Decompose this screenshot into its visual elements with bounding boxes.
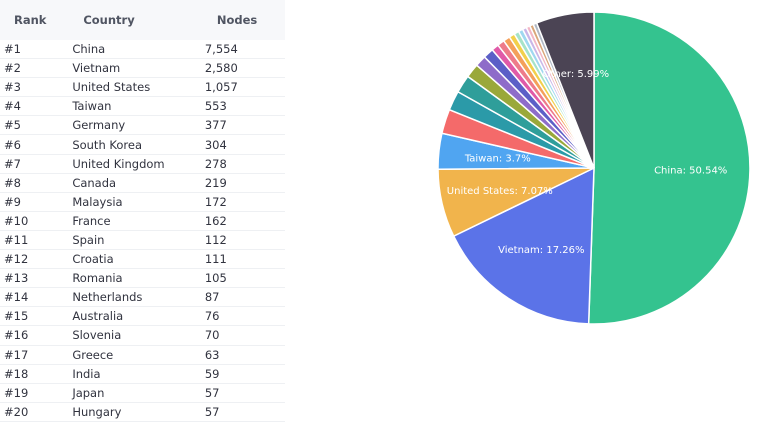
- table-row: #17 Greece 63: [0, 345, 285, 365]
- cell-rank: #17: [0, 345, 73, 365]
- cell-rank: #11: [0, 230, 73, 251]
- cell-nodes: 219: [204, 173, 285, 193]
- cell-nodes: 2,580: [204, 58, 285, 79]
- table-row: #3 United States 1,057: [0, 77, 285, 98]
- cell-nodes: 76: [204, 306, 285, 327]
- table-row: #8 Canada 219: [0, 173, 285, 193]
- cell-rank: #12: [0, 249, 73, 270]
- cell-nodes: 162: [204, 211, 285, 231]
- pie-slice-label: China: 50.54%: [654, 166, 727, 177]
- table-row: #9 Malaysia 172: [0, 192, 285, 212]
- column-header-country[interactable]: Country: [83, 13, 135, 27]
- cell-country: Netherlands: [72, 287, 205, 308]
- table-row: #5 Germany 377: [0, 115, 285, 136]
- pie-slice-label: United States: 7.07%: [447, 186, 553, 197]
- table-row: #18 India 59: [0, 364, 285, 384]
- cell-country: Spain: [72, 230, 205, 251]
- pie-slice[interactable]: [452, 166, 595, 325]
- cell-country: India: [72, 364, 205, 384]
- cell-country: China: [72, 40, 205, 60]
- pie-slice[interactable]: [535, 11, 595, 169]
- cell-country: Croatia: [72, 249, 205, 270]
- cell-nodes: 87: [204, 287, 285, 308]
- cell-nodes: 172: [204, 192, 285, 212]
- cell-rank: #3: [0, 77, 73, 98]
- cell-nodes: 111: [204, 249, 285, 270]
- cell-country: Taiwan: [72, 96, 205, 117]
- table-row: #13 Romania 105: [0, 268, 285, 289]
- cell-country: Canada: [72, 173, 205, 193]
- cell-rank: #14: [0, 287, 73, 308]
- cell-rank: #20: [0, 402, 73, 422]
- table-row: #1 China 7,554: [0, 40, 285, 60]
- cell-nodes: 59: [204, 364, 285, 384]
- cell-rank: #1: [0, 40, 73, 60]
- cell-country: Japan: [72, 383, 205, 403]
- cell-nodes: 377: [204, 115, 285, 136]
- cell-country: Romania: [72, 268, 205, 289]
- cell-nodes: 57: [204, 402, 285, 422]
- table-row: #15 Australia 76: [0, 306, 285, 327]
- table-row: #19 Japan 57: [0, 383, 285, 403]
- cell-country: Australia: [72, 306, 205, 327]
- cell-rank: #5: [0, 115, 73, 136]
- ranking-table: Rank Country Nodes #1 China 7,554 #2 Vietnam…: [0, 0, 285, 422]
- cell-country: South Korea: [72, 134, 205, 155]
- pie-chart: China: 50.54% Vietnam: 17.26% United State…: [437, 11, 751, 325]
- cell-nodes: 1,057: [204, 77, 285, 98]
- cell-country: Malaysia: [72, 192, 205, 212]
- cell-rank: #16: [0, 325, 73, 346]
- cell-nodes: 63: [204, 345, 285, 365]
- table-body: #1 China 7,554 #2 Vietnam 2,580 #3 United State…: [0, 40, 285, 422]
- cell-country: Germany: [72, 115, 205, 136]
- cell-rank: #10: [0, 211, 73, 231]
- table-row: #2 Vietnam 2,580: [0, 58, 285, 79]
- cell-rank: #9: [0, 192, 73, 212]
- table-row: #6 South Korea 304: [0, 134, 285, 155]
- cell-nodes: 57: [204, 383, 285, 403]
- ranking-table-container: Rank Country Nodes #1 China 7,554 #2 Vietnam…: [0, 0, 285, 422]
- cell-country: Greece: [72, 345, 205, 365]
- table-row: #16 Slovenia 70: [0, 325, 285, 346]
- pie-chart-container: China: 50.54% Vietnam: 17.26% United State…: [360, 0, 773, 408]
- table-row: #14 Netherlands 87: [0, 287, 285, 308]
- cell-rank: #13: [0, 268, 73, 289]
- column-header-rank[interactable]: Rank: [14, 13, 47, 27]
- cell-country: Slovenia: [72, 325, 205, 346]
- table-row: #12 Croatia 111: [0, 249, 285, 270]
- cell-nodes: 112: [204, 230, 285, 251]
- cell-rank: #8: [0, 173, 73, 193]
- cell-rank: #6: [0, 134, 73, 155]
- table-row: #11 Spain 112: [0, 230, 285, 251]
- cell-country: France: [72, 211, 205, 231]
- cell-rank: #2: [0, 58, 73, 79]
- pie-slice-label: Vietnam: 17.26%: [498, 245, 584, 256]
- cell-rank: #18: [0, 364, 73, 384]
- cell-country: Vietnam: [72, 58, 205, 79]
- cell-nodes: 304: [204, 134, 285, 155]
- table-header-row: Rank Country Nodes: [0, 0, 285, 40]
- cell-rank: #19: [0, 383, 73, 403]
- cell-nodes: 278: [204, 154, 285, 174]
- table-row: #7 United Kingdom 278: [0, 154, 285, 174]
- pie-slice-label: Taiwan: 3.7%: [464, 154, 531, 165]
- cell-nodes: 553: [204, 96, 285, 117]
- table-row: #20 Hungary 57: [0, 402, 285, 422]
- cell-country: United Kingdom: [72, 154, 205, 174]
- pie-slice[interactable]: [587, 11, 751, 325]
- cell-country: United States: [72, 77, 205, 98]
- pie-slice-label: Other: 5.99%: [543, 69, 610, 80]
- column-header-nodes[interactable]: Nodes: [216, 13, 258, 27]
- cell-rank: #7: [0, 154, 73, 174]
- table-row: #10 France 162: [0, 211, 285, 231]
- cell-country: Hungary: [72, 402, 205, 422]
- cell-nodes: 70: [204, 325, 285, 346]
- cell-nodes: 105: [204, 268, 285, 289]
- cell-rank: #4: [0, 96, 73, 117]
- cell-rank: #15: [0, 306, 73, 327]
- cell-nodes: 7,554: [204, 40, 285, 60]
- table-row: #4 Taiwan 553: [0, 96, 285, 117]
